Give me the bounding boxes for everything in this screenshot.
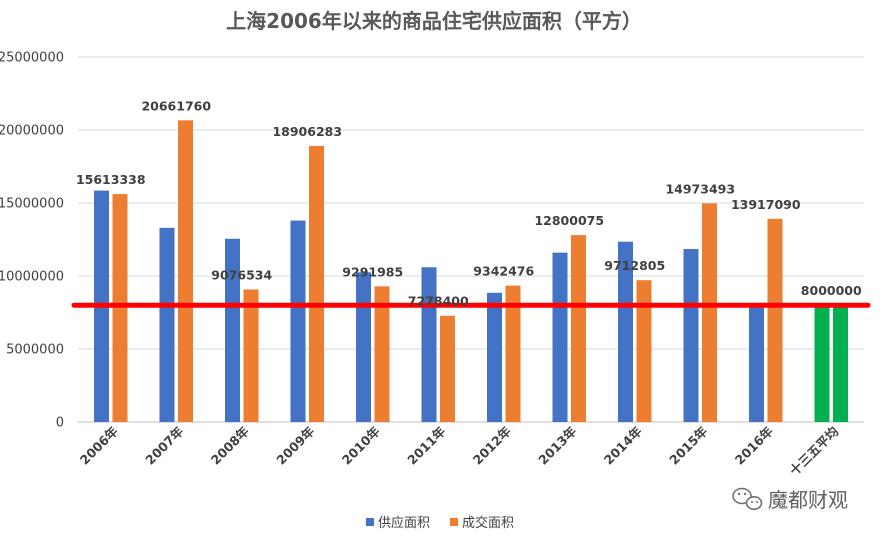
y-tick-label: 0 — [56, 416, 64, 431]
bar-deal — [178, 120, 193, 422]
y-tick-label: 25000000 — [0, 51, 64, 66]
bar-supply — [683, 248, 699, 422]
gridlines — [78, 56, 864, 423]
data-label: 9342476 — [473, 264, 534, 279]
bar-deal — [374, 286, 390, 422]
bar-supply — [487, 292, 502, 422]
bar-deal — [112, 194, 128, 422]
bar-deal — [767, 218, 783, 422]
bar-supply — [159, 227, 175, 422]
x-tick-label: 十三五平均 — [787, 424, 842, 479]
bar-supply — [814, 305, 830, 422]
x-tick-label: 2006年 — [77, 423, 121, 467]
x-tick-label: 2009年 — [273, 423, 317, 467]
bar-supply — [356, 272, 371, 422]
x-tick-label: 2015年 — [666, 423, 710, 467]
legend-item-deal: 成交面积 — [450, 515, 514, 531]
data-label: 13917090 — [731, 197, 801, 212]
wechat-icon — [732, 487, 763, 510]
bar-supply — [749, 306, 764, 422]
x-tick-label: 2010年 — [339, 423, 383, 467]
bar-deal — [833, 305, 848, 422]
data-label: 9291985 — [342, 264, 403, 279]
data-label: 7278400 — [408, 294, 469, 309]
data-label: 15613338 — [76, 172, 146, 187]
bars — [94, 120, 848, 422]
watermark-text: 魔都财观 — [768, 488, 848, 512]
y-tick-label: 5000000 — [6, 343, 64, 358]
x-tick-label: 2008年 — [208, 423, 252, 467]
x-axis-ticks: 2006年 2007年 2008年 2009年 2010年 2011年 2012年 2013年… — [77, 423, 842, 478]
legend-label-deal: 成交面积 — [462, 515, 514, 531]
data-label: 20661760 — [141, 98, 211, 113]
bar-supply — [618, 241, 633, 422]
y-axis-ticks: 0 5000000 10000000 15000000 20000000 25000000 — [0, 51, 64, 431]
data-label: 9076534 — [211, 267, 272, 282]
x-tick-label: 2014年 — [601, 423, 645, 467]
legend-swatch-deal — [450, 518, 458, 526]
data-labels: 15613338 20661760 9076534 18906283 9291985 72… — [76, 98, 862, 308]
chart-title: 上海2006年以来的商品住宅供应面积（平方） — [226, 9, 642, 33]
y-tick-label: 15000000 — [0, 197, 64, 212]
data-label: 12800075 — [534, 213, 604, 228]
data-label: 8000000 — [801, 283, 862, 298]
legend-item-supply: 供应面积 — [366, 515, 430, 531]
watermark: 魔都财观 — [732, 487, 848, 512]
bar-deal — [309, 145, 324, 422]
bar-deal — [505, 285, 521, 422]
legend: 供应面积 成交面积 — [366, 515, 514, 531]
bar-deal — [636, 280, 652, 422]
x-tick-label: 2016年 — [732, 423, 776, 467]
y-tick-label: 10000000 — [0, 270, 64, 285]
bar-supply — [225, 238, 240, 422]
x-tick-label: 2007年 — [142, 423, 186, 467]
x-tick-label: 2013年 — [535, 423, 579, 467]
bar-deal — [243, 289, 259, 422]
bar-deal — [440, 315, 455, 422]
data-label: 9712805 — [604, 258, 665, 273]
x-tick-label: 2011年 — [404, 423, 448, 467]
x-tick-label: 2012年 — [470, 423, 514, 467]
bar-deal — [571, 235, 586, 422]
legend-swatch-supply — [366, 518, 374, 526]
bar-supply — [421, 267, 437, 422]
bar-deal — [702, 203, 717, 422]
bar-supply — [552, 252, 568, 422]
y-tick-label: 20000000 — [0, 124, 64, 139]
data-label: 14973493 — [665, 181, 735, 196]
data-label: 18906283 — [272, 124, 342, 139]
bar-supply — [290, 220, 306, 422]
legend-label-supply: 供应面积 — [378, 515, 430, 531]
